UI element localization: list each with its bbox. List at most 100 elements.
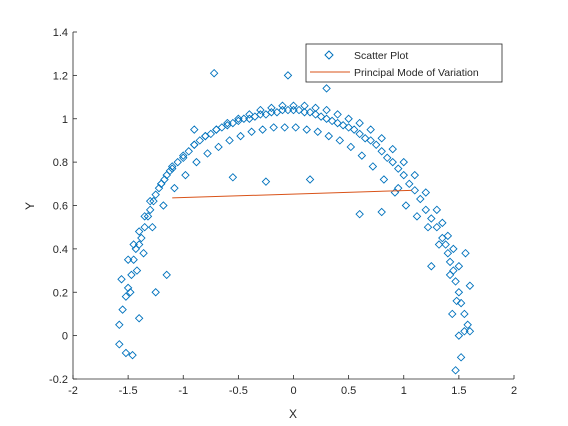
scatter-point — [311, 103, 320, 113]
y-axis-label: Y — [23, 202, 37, 210]
scatter-point — [311, 110, 320, 119]
scatter-point — [151, 190, 160, 199]
scatter-point — [421, 188, 431, 197]
scatter-point — [234, 114, 243, 123]
scatter-point — [121, 348, 131, 358]
scatter-point — [401, 201, 411, 210]
scatter-point — [366, 125, 375, 134]
scatter-point — [316, 112, 326, 121]
principal-mode-line — [172, 189, 412, 199]
y-tick-label: 0.4 — [53, 244, 68, 256]
scatter-point — [441, 240, 450, 249]
scatter-point — [423, 222, 433, 232]
scatter-point — [225, 136, 234, 145]
scatter-point — [223, 118, 232, 128]
scatter-point — [228, 173, 238, 182]
scatter-point — [454, 331, 464, 340]
legend: Scatter Plot Principal Mode of Variation — [305, 43, 503, 83]
scatter-point — [129, 240, 138, 249]
legend-entry-principal-mode: Principal Mode of Variation — [354, 67, 479, 79]
scatter-point — [377, 207, 386, 217]
scatter-point — [454, 288, 464, 297]
scatter-point — [258, 125, 267, 134]
scatter-point — [184, 147, 193, 156]
scatter-point — [134, 227, 144, 236]
scatter-point — [432, 222, 442, 232]
scatter-point — [346, 142, 356, 152]
scatter-point — [324, 131, 334, 141]
y-tick-label: 0.2 — [53, 287, 68, 299]
x-tick-label: -1 — [178, 385, 188, 397]
x-tick-label: -2 — [68, 385, 78, 397]
scatter-point — [267, 103, 276, 113]
scatter-point — [460, 327, 469, 336]
scatter-point — [451, 366, 460, 375]
scatter-point — [465, 327, 475, 336]
scatter-point — [132, 266, 142, 275]
scatter-point — [137, 233, 146, 243]
scatter-point — [405, 179, 414, 189]
scatter-point — [461, 248, 470, 258]
y-tick-label: 0.6 — [53, 201, 68, 213]
scatter-point — [206, 129, 216, 139]
scatter-point — [327, 116, 337, 126]
y-tick-label: 1.4 — [53, 27, 68, 39]
scatter-point — [289, 101, 298, 110]
scatter-point — [167, 162, 177, 171]
scatter-point — [127, 270, 136, 280]
scatter-point — [357, 151, 367, 160]
scatter-point — [140, 222, 149, 232]
scatter-point — [278, 101, 287, 110]
scatter-point — [179, 151, 188, 160]
scatter-point — [322, 105, 331, 115]
scatter-point — [338, 121, 348, 130]
scatter-point — [256, 105, 265, 115]
scatter-point — [245, 110, 254, 119]
scatter-point — [451, 277, 460, 286]
scatter-point — [454, 261, 464, 271]
scatter-point — [410, 170, 420, 180]
scatter-point — [121, 292, 131, 301]
scatter-point — [388, 144, 397, 154]
scatter-point — [302, 125, 311, 134]
scatter-point — [445, 270, 455, 280]
scatter-point — [283, 105, 293, 115]
scatter-point — [256, 110, 265, 119]
scatter-point — [394, 183, 403, 193]
scatter-point — [267, 108, 276, 117]
scatter-point — [344, 114, 353, 123]
scatter-point — [305, 175, 315, 184]
scatter-point — [140, 212, 149, 221]
scatter-point — [355, 118, 364, 128]
scatter-point — [355, 209, 364, 219]
scatter-point — [289, 105, 298, 115]
scatter-point — [170, 183, 179, 193]
y-tick-label: 1 — [62, 114, 68, 126]
legend-entry-scatter: Scatter Plot — [354, 50, 408, 62]
scatter-point — [355, 129, 364, 139]
scatter-point — [261, 177, 271, 186]
axes: -2 -1.5 -1 -0.5 0 0.5 1 1.5 2 -0.2 0 0.2 0.4 0.6 0.8 1 1… — [49, 27, 517, 397]
scatter-point — [283, 71, 293, 80]
scatter-point — [236, 131, 245, 141]
scatter-point — [209, 68, 219, 78]
scatter-point — [159, 201, 168, 210]
scatter-point — [145, 196, 155, 206]
scatter-point — [126, 288, 135, 297]
scatter-point — [465, 281, 475, 290]
scatter-point — [427, 261, 436, 271]
scatter-point — [421, 205, 431, 215]
scatter-point — [410, 186, 420, 195]
scatter-point — [300, 101, 309, 110]
scatter-point — [416, 194, 425, 204]
y-tick-label: 0 — [62, 331, 68, 343]
scatter-point — [115, 320, 124, 330]
scatter-point — [377, 134, 386, 143]
x-tick-label: 1 — [401, 385, 407, 397]
scatter-point — [333, 118, 342, 128]
scatter-point — [134, 314, 144, 323]
scatter-point — [305, 108, 315, 117]
scatter-point — [294, 105, 304, 115]
x-tick-label: 1.5 — [451, 385, 466, 397]
